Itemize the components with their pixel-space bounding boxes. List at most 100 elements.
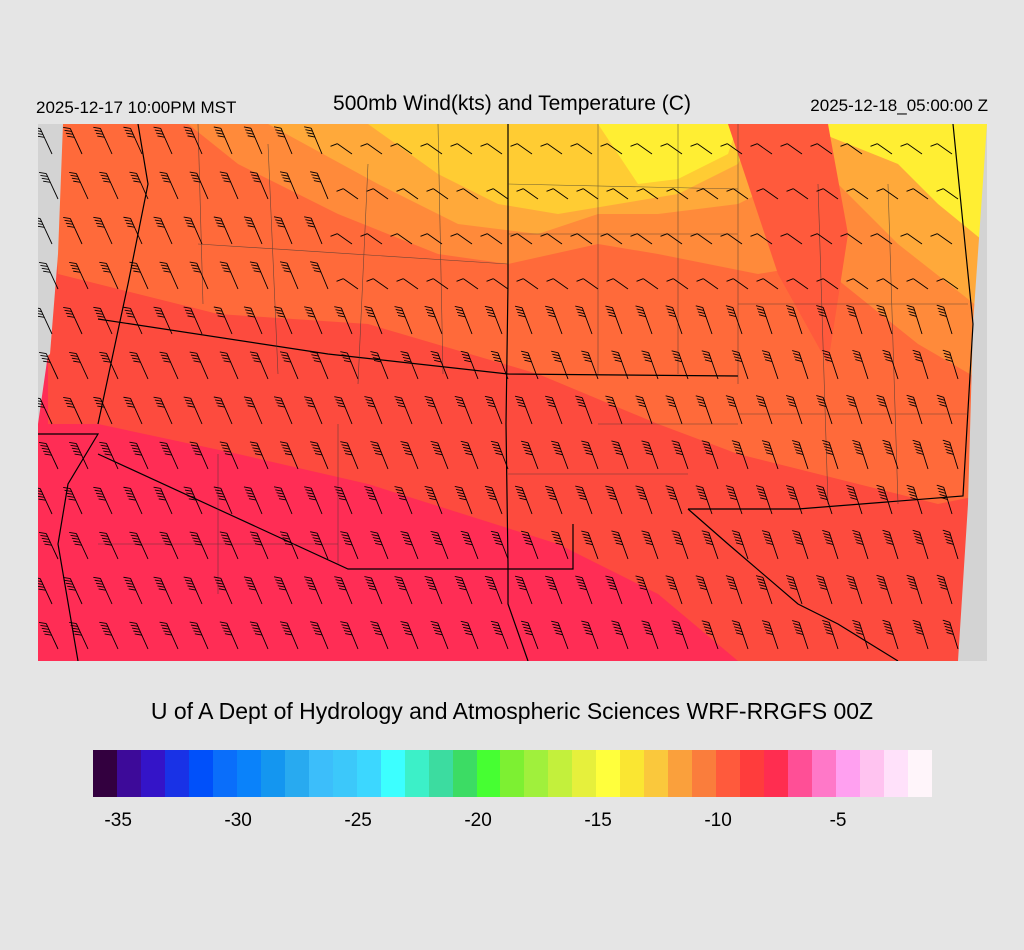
county-border	[197, 243, 509, 265]
map-svg	[38, 124, 987, 661]
wind-barb	[189, 621, 209, 650]
wind-barb	[510, 233, 533, 245]
wind-barb	[123, 306, 143, 335]
wind-barb	[551, 530, 569, 560]
county-border	[507, 183, 739, 190]
wind-barb	[490, 530, 509, 560]
wind-barb	[725, 485, 743, 515]
model-credit: U of A Dept of Hydrology and Atmospheric…	[150, 698, 874, 724]
colorbar-segment	[716, 750, 741, 797]
wind-barb	[822, 350, 839, 380]
wind-barb	[279, 531, 299, 560]
wind-barb	[273, 126, 293, 155]
wind-barb	[641, 440, 659, 470]
wind-barb	[394, 396, 413, 425]
wind-barb	[304, 306, 323, 335]
wind-barb	[189, 171, 209, 200]
wind-barb	[816, 278, 839, 290]
colorbar-segment	[380, 750, 405, 797]
wind-barb	[641, 620, 659, 650]
wind-barb	[731, 620, 749, 650]
wind-barb	[635, 575, 653, 605]
wind-barb	[420, 143, 443, 155]
wind-barb	[810, 233, 833, 245]
wind-barb	[816, 485, 833, 515]
wind-barb	[576, 278, 599, 290]
wind-barb	[213, 576, 233, 605]
wind-barb	[755, 485, 773, 515]
colorbar-segment	[812, 750, 837, 797]
wind-barb	[695, 575, 713, 605]
wind-barb	[129, 441, 149, 470]
wind-barb	[273, 306, 293, 335]
wind-barb	[930, 143, 953, 155]
wind-barb	[840, 143, 863, 155]
wind-barb	[189, 351, 209, 380]
wind-barb	[520, 440, 539, 470]
colorbar-segment	[883, 750, 908, 797]
wind-barb	[249, 171, 269, 200]
wind-barb	[786, 575, 803, 605]
wind-barb	[906, 304, 923, 335]
wind-barb	[671, 530, 689, 560]
wind-barb	[336, 188, 359, 200]
wind-barb	[396, 188, 419, 200]
wind-barb	[38, 127, 53, 155]
county-border	[817, 183, 829, 505]
colorbar-segment	[212, 750, 237, 797]
wind-barb	[852, 439, 869, 470]
wind-barb	[69, 261, 89, 290]
colorbar-segment	[907, 750, 932, 797]
state-border	[38, 433, 100, 661]
wind-barb	[213, 306, 233, 335]
wind-barb	[330, 233, 353, 245]
wind-barb	[930, 233, 953, 245]
wind-barb	[490, 350, 509, 380]
wind-barb	[183, 486, 203, 515]
wind-barb	[570, 143, 593, 155]
wind-barb	[424, 306, 443, 335]
wind-barb	[671, 620, 689, 650]
wind-barb	[846, 305, 863, 335]
colorbar-segment	[452, 750, 477, 797]
wind-barb	[755, 575, 773, 605]
wind-barb	[551, 350, 569, 380]
colorbar-segment	[740, 750, 765, 797]
wind-barb	[243, 126, 263, 155]
colorbar-segment	[572, 750, 597, 797]
wind-barb	[666, 188, 689, 200]
wind-barb	[400, 531, 419, 560]
outside-domain-east	[958, 124, 987, 661]
state-border	[97, 453, 574, 570]
wind-barb	[213, 486, 233, 515]
colorbar-segment	[596, 750, 621, 797]
wind-barb	[394, 576, 413, 605]
wind-barb	[575, 305, 593, 335]
wind-barb	[666, 278, 689, 290]
wind-barb	[484, 575, 503, 605]
map-title: 500mb Wind(kts) and Temperature (C)	[333, 92, 691, 115]
wind-barb	[390, 233, 413, 245]
wind-barb	[636, 278, 659, 290]
wind-barb	[490, 440, 509, 470]
wind-barb	[310, 171, 329, 200]
wind-barb	[334, 486, 353, 515]
wind-barb	[581, 620, 599, 650]
wind-barb	[546, 278, 569, 290]
wind-barb	[480, 233, 503, 245]
colorbar-segment	[788, 750, 813, 797]
wind-barb	[454, 485, 473, 515]
wind-barb	[665, 575, 683, 605]
wind-barb	[400, 621, 419, 650]
wind-barb	[882, 439, 899, 470]
wind-barb	[514, 485, 533, 515]
wind-barb	[159, 351, 179, 380]
county-border	[437, 124, 444, 375]
wind-barb	[340, 621, 359, 650]
wind-barb	[450, 233, 473, 245]
wind-barb	[129, 351, 149, 380]
wind-barb	[424, 486, 443, 515]
wind-barb	[360, 233, 383, 245]
colorbar-segment	[260, 750, 285, 797]
wind-barb	[545, 305, 563, 335]
